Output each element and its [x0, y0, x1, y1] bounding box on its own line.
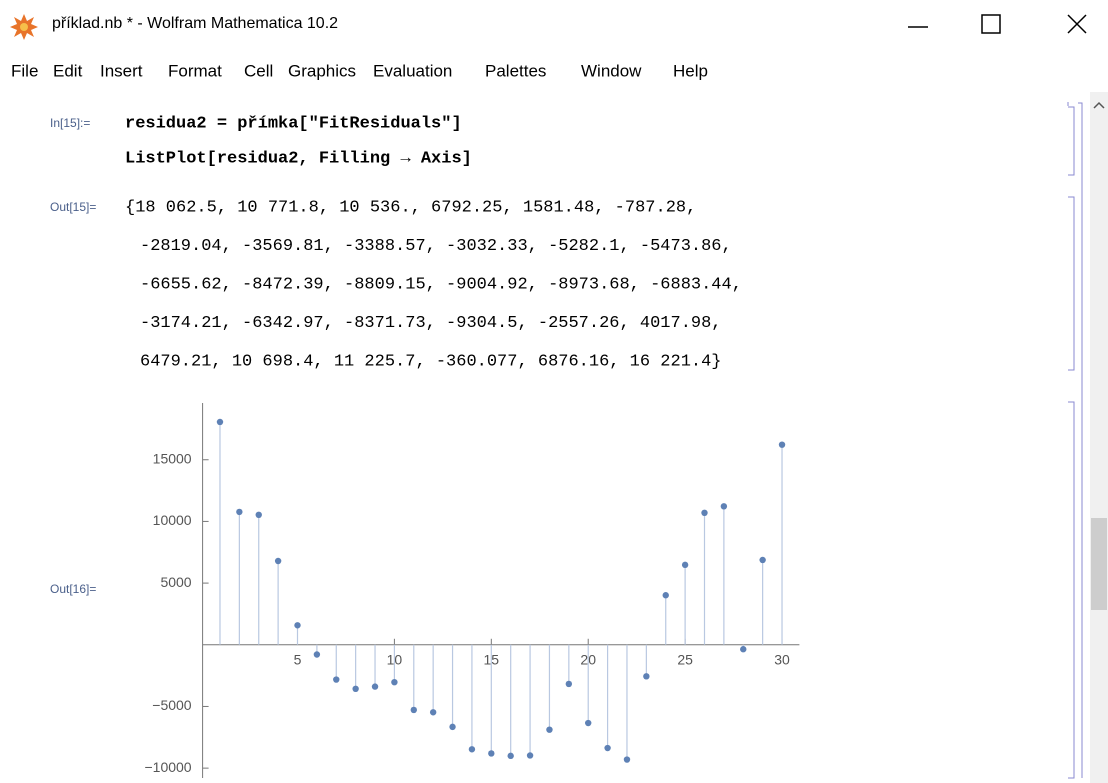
menu-item[interactable]: Cell	[244, 61, 273, 80]
point	[721, 503, 727, 509]
point	[585, 720, 591, 726]
input-line: residua2 = přímka["FitResiduals"]	[125, 114, 462, 133]
point	[527, 752, 533, 758]
input-line: ListPlot[residua2, Filling → Axis]	[125, 149, 472, 168]
output-line: {18 062.5, 10 771.8, 10 536., 6792.25, 1…	[125, 198, 696, 217]
point	[740, 646, 746, 652]
point	[624, 756, 630, 762]
point	[294, 622, 300, 628]
menu-item[interactable]: Format	[168, 61, 222, 80]
menu-item[interactable]: Graphics	[288, 61, 356, 80]
x-tick-label: 25	[677, 651, 693, 667]
point	[430, 709, 436, 715]
y-tick-label: 15000	[153, 450, 192, 466]
output-line: -6655.62, -8472.39, -8809.15, -9004.92, …	[140, 275, 742, 294]
point	[682, 562, 688, 568]
point	[314, 651, 320, 657]
menu-item[interactable]: Insert	[100, 61, 143, 80]
cell-label: In[15]:=	[50, 116, 90, 130]
cell-label: Out[15]=	[50, 200, 96, 214]
point	[469, 746, 475, 752]
point	[701, 510, 707, 516]
point	[546, 726, 552, 732]
y-tick-label: −5000	[152, 697, 192, 713]
point	[333, 676, 339, 682]
menu-item[interactable]: Window	[581, 61, 642, 80]
x-tick-label: 30	[774, 651, 790, 667]
output-line: -3174.21, -6342.97, -8371.73, -9304.5, -…	[140, 314, 722, 333]
scrollbar[interactable]	[1090, 92, 1108, 783]
point	[663, 592, 669, 598]
point	[236, 509, 242, 515]
point	[372, 683, 378, 689]
point	[488, 750, 494, 756]
scrollbar-thumb[interactable]	[1091, 518, 1107, 610]
window-title: příklad.nb * - Wolfram Mathematica 10.2	[52, 15, 338, 32]
menu-item[interactable]: Evaluation	[373, 61, 452, 80]
point	[275, 558, 281, 564]
menu-item[interactable]: File	[11, 61, 38, 80]
screen: příklad.nb * - Wolfram Mathematica 10.2 …	[0, 0, 1108, 783]
point	[507, 753, 513, 759]
point	[217, 419, 223, 425]
point	[411, 707, 417, 713]
point	[566, 681, 572, 687]
x-tick-label: 5	[294, 651, 302, 667]
cell-label: Out[16]=	[50, 582, 96, 596]
point	[391, 679, 397, 685]
point	[759, 557, 765, 563]
menu-item[interactable]: Edit	[53, 61, 83, 80]
y-tick-label: 10000	[153, 512, 192, 528]
point	[604, 745, 610, 751]
output-line: -2819.04, -3569.81, -3388.57, -3032.33, …	[140, 237, 732, 256]
y-tick-label: −10000	[144, 759, 191, 775]
point	[779, 441, 785, 447]
output-line: 6479.21, 10 698.4, 11 225.7, -360.077, 6…	[140, 352, 722, 371]
menu-item[interactable]: Help	[673, 61, 708, 80]
point	[643, 673, 649, 679]
point	[449, 724, 455, 730]
y-tick-label: 5000	[160, 574, 191, 590]
menu-item[interactable]: Palettes	[485, 61, 546, 80]
point	[256, 512, 262, 518]
point	[352, 686, 358, 692]
